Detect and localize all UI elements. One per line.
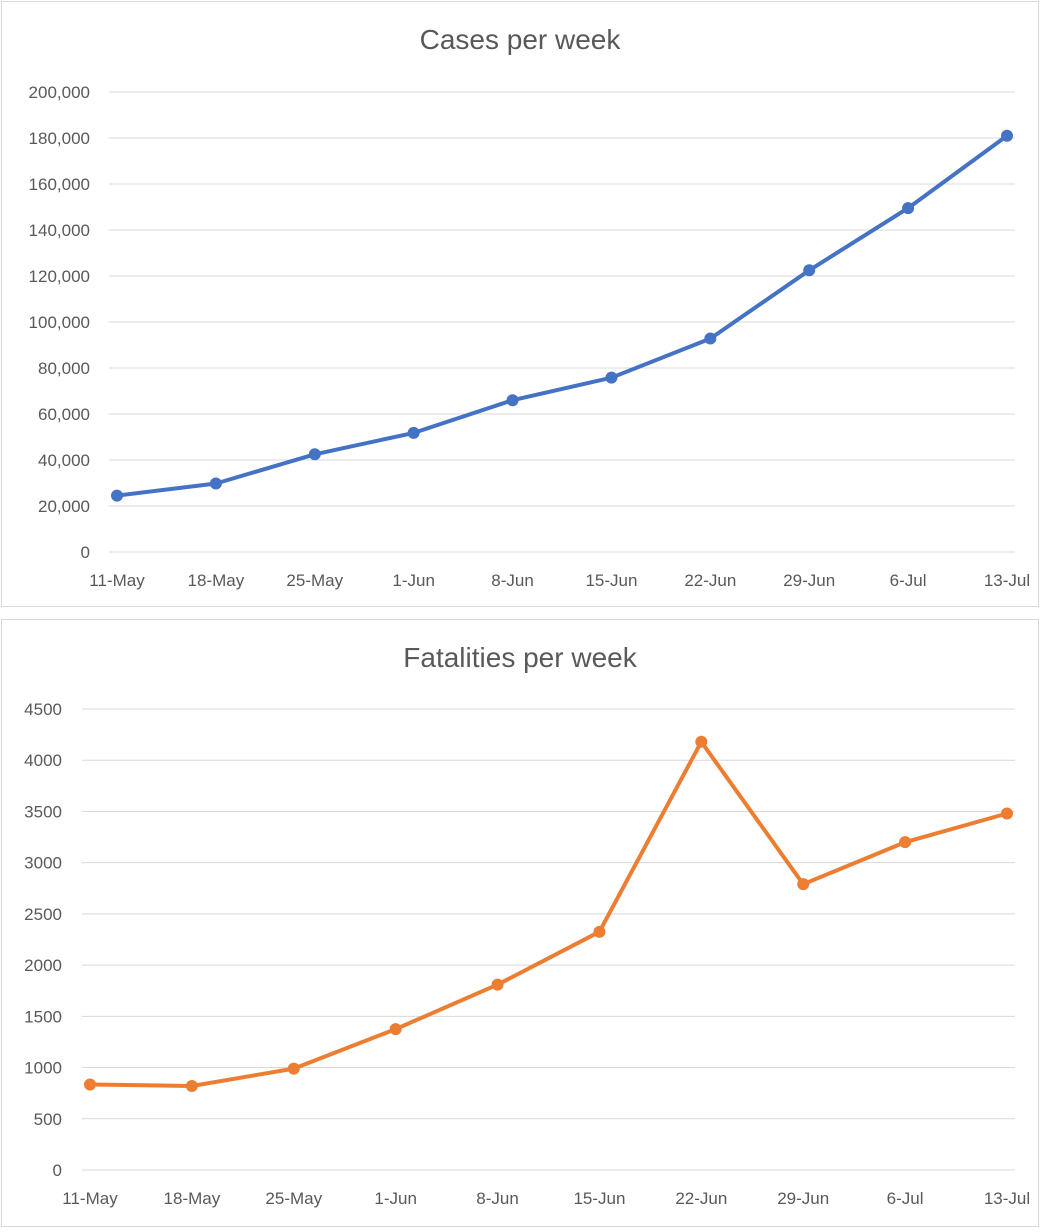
y-tick-label: 140,000 [29, 221, 90, 240]
x-tick-label: 22-Jun [684, 571, 736, 590]
y-tick-label: 3000 [24, 854, 62, 873]
x-tick-label: 15-Jun [585, 571, 637, 590]
y-tick-label: 3500 [24, 802, 62, 821]
y-tick-label: 0 [81, 543, 90, 562]
y-tick-label: 60,000 [38, 405, 90, 424]
y-tick-label: 4000 [24, 751, 62, 770]
x-tick-label: 1-Jun [392, 571, 435, 590]
fatalities-chart: 0 500 1000 1500 2000 2500 3000 3500 4000 4500 11-M… [24, 700, 1030, 1208]
y-tick-label: 20,000 [38, 497, 90, 516]
chart-title: Cases per week [419, 24, 621, 55]
y-tick-label: 40,000 [38, 451, 90, 470]
series-line [88, 739, 1009, 1088]
data-point [605, 371, 618, 384]
y-tick-label: 0 [53, 1161, 62, 1180]
y-tick-label: 4500 [24, 700, 62, 719]
fatalities-chart-panel: Fatalities per week 0 500 1000 1500 2000 2500… [1, 619, 1039, 1227]
data-point [209, 477, 222, 490]
x-tick-label: 6-Jul [890, 571, 927, 590]
x-tick-label: 8-Jun [476, 1189, 519, 1208]
x-tick-label: 15-Jun [573, 1189, 625, 1208]
y-tick-label: 1000 [24, 1059, 62, 1078]
data-point [506, 394, 519, 407]
data-point [899, 836, 912, 849]
data-point [1001, 129, 1013, 142]
x-tick-label: 29-Jun [777, 1189, 829, 1208]
y-tick-label: 180,000 [29, 129, 90, 148]
chart-title: Fatalities per week [403, 642, 637, 673]
data-point [1001, 807, 1013, 820]
data-point [407, 426, 420, 439]
y-tick-label: 100,000 [29, 313, 90, 332]
data-point [797, 878, 810, 891]
x-tick-label: 8-Jun [491, 571, 534, 590]
data-point [704, 332, 717, 345]
y-tick-label: 200,000 [29, 83, 90, 102]
y-tick-label: 2500 [24, 905, 62, 924]
x-tick-label: 11-May [62, 1189, 118, 1208]
data-point [84, 1078, 96, 1091]
x-tick-label: 13-Jul [984, 571, 1030, 590]
data-point [902, 202, 915, 215]
y-tick-label: 120,000 [29, 267, 90, 286]
y-tick-label: 80,000 [38, 359, 90, 378]
x-tick-label: 22-Jun [675, 1189, 727, 1208]
data-point [803, 264, 816, 277]
data-point [185, 1079, 198, 1092]
x-tick-label: 25-May [286, 571, 343, 590]
data-point [389, 1023, 402, 1036]
data-point [695, 735, 708, 748]
data-point [491, 978, 504, 991]
x-tick-label: 25-May [265, 1189, 322, 1208]
x-tick-label: 1-Jun [374, 1189, 417, 1208]
cases-chart: 0 20,000 40,000 60,000 80,000 100,000 120,000 1… [29, 83, 1031, 590]
cases-chart-panel: Cases per week 0 20,000 40,000 60,000 80,000… [1, 1, 1039, 607]
x-tick-label: 13-Jul [984, 1189, 1030, 1208]
x-tick-label: 29-Jun [783, 571, 835, 590]
x-tick-label: 6-Jul [887, 1189, 924, 1208]
series-line [115, 133, 1009, 498]
y-tick-label: 2000 [24, 956, 62, 975]
data-point [287, 1062, 300, 1075]
x-tick-label: 11-May [89, 571, 145, 590]
y-tick-label: 500 [34, 1110, 62, 1129]
data-point [111, 489, 123, 502]
x-tick-label: 18-May [164, 1189, 221, 1208]
x-tick-label: 18-May [188, 571, 245, 590]
data-point [308, 448, 321, 461]
data-point [593, 925, 606, 938]
y-tick-label: 1500 [24, 1007, 62, 1026]
y-tick-label: 160,000 [29, 175, 90, 194]
